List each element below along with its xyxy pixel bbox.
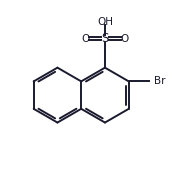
Text: O: O <box>121 34 129 44</box>
Text: O: O <box>81 34 89 44</box>
Text: OH: OH <box>97 17 113 27</box>
Text: Br: Br <box>154 76 166 86</box>
Text: S: S <box>101 32 109 45</box>
